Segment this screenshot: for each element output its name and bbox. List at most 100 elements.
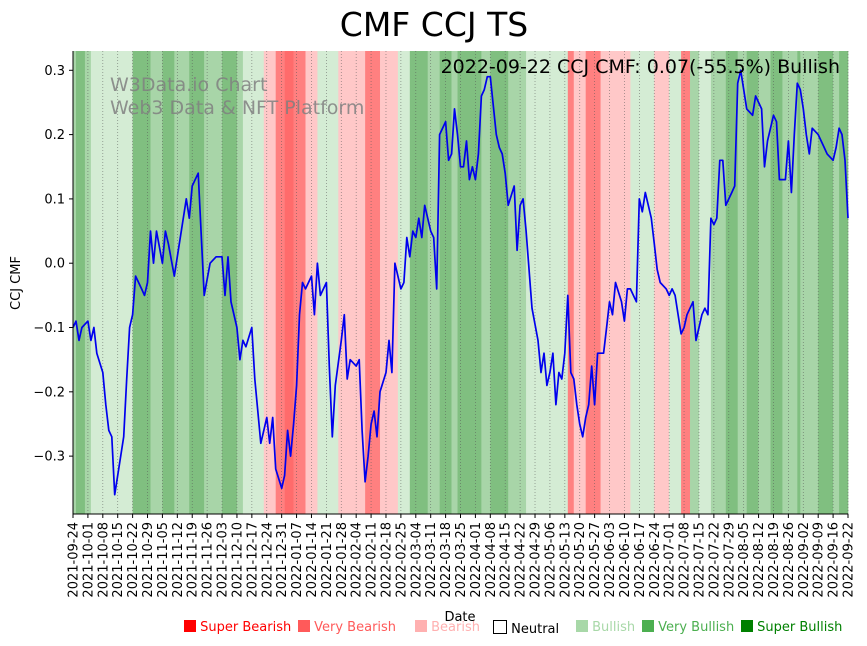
y-tick-label: 0.1 — [44, 192, 65, 207]
x-tick-label: 2022-09-16 — [827, 522, 842, 598]
regime-band — [758, 51, 771, 514]
regime-band — [746, 51, 759, 514]
legend-swatch — [298, 620, 310, 632]
regime-band — [833, 51, 840, 514]
x-tick-label: 2022-08-12 — [752, 522, 767, 598]
x-tick-label: 2021-09-24 — [67, 522, 82, 598]
x-tick-label: 2022-03-25 — [454, 522, 469, 598]
regime-band — [508, 51, 527, 514]
regime-band — [654, 51, 670, 514]
x-tick-label: 2021-12-10 — [230, 522, 245, 598]
regime-band — [585, 51, 601, 514]
x-axis-ticks: 2021-09-24 2021-10-01 2021-10-08 2021-10-15… — [67, 514, 857, 598]
regime-band — [546, 51, 569, 514]
y-tick-label: 0.2 — [44, 128, 65, 143]
y-tick-label: −0.2 — [33, 385, 65, 400]
x-tick-label: 2021-12-31 — [275, 522, 290, 598]
x-tick-label: 2022-07-29 — [722, 522, 737, 598]
x-tick-label: 2021-11-05 — [156, 522, 171, 598]
y-tick-label: 0.0 — [44, 257, 65, 272]
x-tick-label: 2021-11-19 — [186, 522, 201, 598]
y-axis-ticks: −0.3 −0.2 −0.1 0.0 0.1 0.2 0.3 — [33, 64, 73, 465]
regime-band — [457, 51, 482, 514]
regime-band — [818, 51, 834, 514]
y-tick-label: 0.3 — [44, 64, 65, 79]
regime-band — [690, 51, 700, 514]
regime-band — [567, 51, 575, 514]
regime-band — [490, 51, 509, 514]
legend-swatch — [576, 620, 588, 632]
x-tick-label: 2022-05-27 — [588, 522, 603, 598]
regime-band — [293, 51, 306, 514]
x-tick-label: 2022-02-25 — [394, 522, 409, 598]
x-tick-label: 2022-08-05 — [737, 522, 752, 598]
legend-item: Neutral — [493, 620, 559, 637]
x-tick-label: 2021-11-12 — [171, 522, 186, 598]
legend-item: Super Bullish — [741, 620, 842, 635]
watermark-line-2: Web3 Data & NFT Platform — [110, 97, 364, 119]
x-tick-label: 2022-03-11 — [424, 522, 439, 598]
regime-band — [174, 51, 190, 514]
regime-band — [284, 51, 294, 514]
legend-label: Very Bullish — [654, 620, 735, 635]
regime-band — [427, 51, 440, 514]
watermark: W3Data.io Chart Web3 Data & NFT Platform — [110, 74, 364, 119]
regime-band — [800, 51, 819, 514]
x-tick-label: 2021-10-29 — [141, 522, 156, 598]
legend-swatch — [415, 620, 427, 632]
x-tick-label: 2022-06-24 — [648, 522, 663, 598]
legend-item: Super Bearish — [184, 620, 291, 635]
x-tick-label: 2022-06-10 — [618, 522, 633, 598]
vertical-gridlines — [72, 51, 849, 514]
legend-item: Very Bullish — [642, 620, 734, 635]
regime-band — [263, 51, 276, 514]
regime-band — [451, 51, 458, 514]
x-tick-label: 2022-07-01 — [663, 522, 678, 598]
regime-band — [236, 51, 244, 514]
regime-band — [365, 51, 381, 514]
y-axis-label: CCJ CMF — [9, 256, 24, 310]
legend-label: Bearish — [427, 620, 480, 635]
legend-label: Neutral — [507, 622, 560, 637]
cmf-series — [72, 69, 849, 496]
regime-bands — [73, 51, 849, 514]
regime-band — [189, 51, 205, 514]
regime-band — [770, 51, 783, 514]
x-tick-label: 2022-05-06 — [543, 522, 558, 598]
legend-item: Bullish — [576, 620, 635, 635]
x-tick-label: 2021-10-01 — [81, 522, 96, 598]
x-tick-label: 2022-01-07 — [290, 522, 305, 598]
legend-swatch — [741, 620, 753, 632]
regime-band — [630, 51, 655, 514]
x-tick-label: 2022-03-04 — [409, 522, 424, 598]
regime-band — [275, 51, 285, 514]
x-tick-label: 2021-10-15 — [111, 522, 126, 598]
x-tick-label: 2022-08-26 — [782, 522, 797, 598]
regime-band — [681, 51, 691, 514]
regime-band — [526, 51, 548, 514]
regime-band — [710, 51, 727, 514]
regime-band — [204, 51, 223, 514]
x-tick-label: 2021-10-08 — [96, 522, 111, 598]
x-tick-label: 2022-04-22 — [514, 522, 529, 598]
regime-band — [380, 51, 399, 514]
regime-band — [162, 51, 175, 514]
regime-band — [73, 51, 77, 514]
x-tick-label: 2022-01-28 — [335, 522, 350, 598]
x-tick-label: 2022-07-08 — [678, 522, 693, 598]
legend-swatch — [493, 620, 507, 634]
x-tick-label: 2022-07-15 — [692, 522, 707, 598]
x-tick-label: 2022-04-01 — [469, 522, 484, 598]
regime-band — [338, 51, 348, 514]
x-tick-label: 2021-12-03 — [216, 522, 231, 598]
x-tick-label: 2022-01-21 — [320, 522, 335, 598]
x-tick-label: 2022-03-18 — [439, 522, 454, 598]
x-tick-label: 2022-01-14 — [305, 522, 320, 598]
regime-band — [317, 51, 339, 514]
legend-label: Super Bearish — [196, 620, 292, 635]
regime-band — [737, 51, 747, 514]
legend-label: Super Bullish — [753, 620, 843, 635]
y-tick-label: −0.3 — [33, 450, 65, 465]
regime-band — [698, 51, 712, 514]
